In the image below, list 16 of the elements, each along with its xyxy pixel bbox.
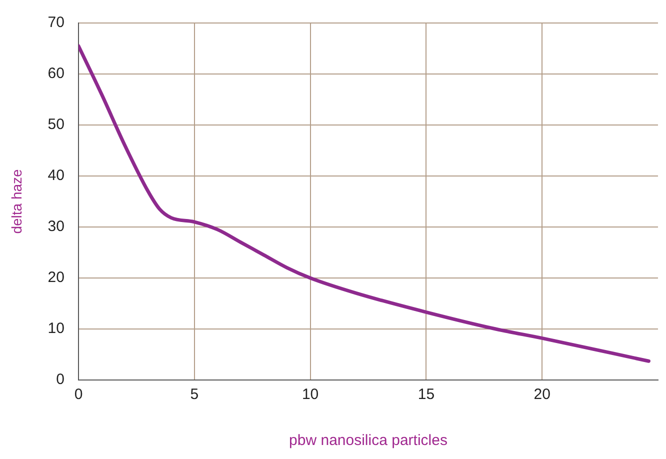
y-tick-label: 0 [56, 371, 64, 388]
y-tick-label: 50 [48, 116, 64, 134]
x-tick-label: 15 [418, 386, 435, 404]
y-tick-label: 30 [48, 218, 64, 236]
x-tick-label: 5 [190, 386, 199, 404]
y-tick-label: 10 [48, 320, 64, 338]
x-axis-title: pbw nanosilica particles [289, 432, 448, 450]
x-tick-label: 0 [74, 386, 83, 404]
y-tick-label: 20 [48, 269, 64, 286]
x-tick-label: 20 [534, 386, 550, 404]
x-tick-label: 10 [302, 386, 319, 404]
y-axis-title: delta haze [8, 168, 24, 234]
y-tick-label: 70 [48, 14, 64, 32]
y-tick-label: 40 [48, 167, 64, 184]
line-series [78, 44, 650, 363]
y-tick-label: 60 [48, 65, 64, 82]
